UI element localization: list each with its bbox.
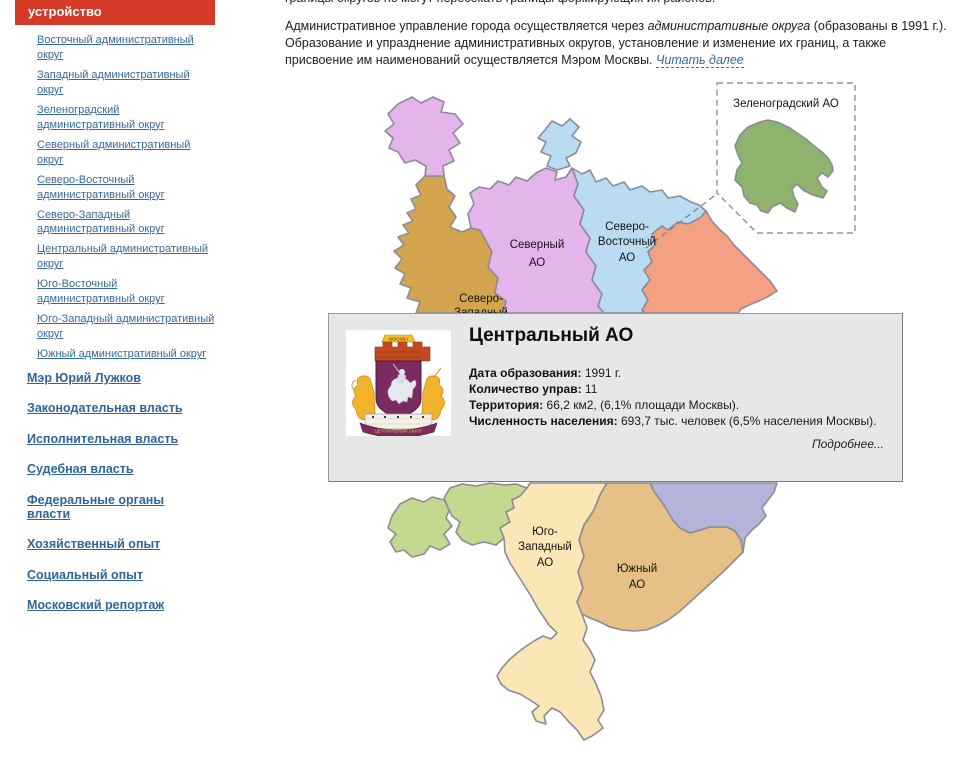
- sidebar-item-zelenogradsky[interactable]: Зеленоградский административный округ: [37, 103, 165, 131]
- sidebar: устройство Восточный административный ок…: [15, 0, 215, 628]
- region-yugo-vostochny-ao[interactable]: [649, 482, 778, 553]
- arms-unicorn: [421, 375, 445, 420]
- map-label-yugo-zapadny: Юго-: [532, 526, 558, 538]
- popup-field-territory: Территория: 66,2 км2, (6,1% площади Моск…: [469, 398, 740, 412]
- intro-text: границы округов не могут пересекать гран…: [285, 0, 949, 69]
- sidebar-item: Законодательная власть: [27, 401, 215, 415]
- sidebar-item-zapadny[interactable]: Западный административный округ: [37, 68, 190, 96]
- coat-of-arms: МОСКВА ЦЕНТРАЛЬНЫЙ ОКРУГ: [346, 330, 451, 438]
- moscow-okrug-map: Зеленоградский АО Северный АО Северо- Во…: [330, 80, 954, 752]
- region-severo-zapadny-ao[interactable]: [393, 175, 507, 314]
- sidebar-item: Хозяйственный опыт: [27, 537, 215, 551]
- section-links: Мэр Юрий Лужков Законодательная власть И…: [15, 371, 215, 612]
- map-label-yugo-zapadny-3: АО: [537, 557, 553, 569]
- sidebar-item: Исполнительная власть: [27, 432, 215, 446]
- popup-field-population: Численность населения: 693,7 тыс. челове…: [469, 414, 877, 428]
- district-links: Восточный административный округ Западны…: [15, 33, 215, 362]
- sidebar-item: Восточный административный округ: [37, 33, 215, 63]
- arms-top-text: МОСКВА: [389, 337, 409, 342]
- sidebar-item-centralny[interactable]: Центральный административный округ: [37, 243, 209, 271]
- read-more-link[interactable]: Читать далее: [656, 53, 744, 68]
- sidebar-item-vostochny[interactable]: Восточный административный округ: [37, 34, 194, 61]
- map-label-zelenogradsky: Зеленоградский АО: [733, 98, 839, 110]
- sidebar-item: Федеральные органы власти: [27, 493, 215, 522]
- map-label-yuzhny: Южный: [617, 563, 657, 575]
- map-label-yugo-zapadny-2: Западный: [518, 541, 572, 553]
- intro-paragraph: Административное управление города осуще…: [285, 19, 947, 68]
- sidebar-item-severny[interactable]: Северный административный округ: [37, 138, 191, 166]
- sidebar-item: Северо-Западный административный округ: [37, 208, 215, 238]
- sidebar-item-severo-zapadny[interactable]: Северо-Западный административный округ: [37, 208, 165, 236]
- sidebar-item-federal[interactable]: Федеральные органы власти: [27, 492, 165, 521]
- sidebar-item-yugo-zapadny[interactable]: Юго-Западный административный округ: [37, 313, 215, 341]
- map-label-severo-vostochny-3: АО: [619, 252, 635, 264]
- okrug-info-popup: МОСКВА ЦЕНТРАЛЬНЫЙ ОКРУГ: [328, 313, 903, 482]
- region-severo-vostochny-exclave[interactable]: [537, 118, 582, 171]
- sidebar-item-economic[interactable]: Хозяйственный опыт: [27, 537, 161, 552]
- sidebar-item: Южный административный округ: [37, 347, 215, 362]
- region-zapadny-ao[interactable]: [387, 496, 453, 558]
- popup-field-date: Дата образования: 1991 г.: [469, 366, 622, 380]
- map-label-severo-vostochny: Северо-: [605, 221, 649, 233]
- sidebar-item: Центральный административный округ: [37, 242, 215, 272]
- popup-title: Центральный АО: [469, 325, 634, 346]
- sidebar-item-yugo-vostochny[interactable]: Юго-Восточный административный округ: [37, 278, 165, 306]
- sidebar-item: Юго-Западный административный округ: [37, 312, 215, 342]
- sidebar-header: устройство: [15, 0, 215, 25]
- sidebar-item-reportage[interactable]: Московский репортаж: [27, 598, 165, 613]
- zelenograd-inset-box: [716, 82, 856, 234]
- popup-fields: Дата образования: 1991 г. Количество упр…: [469, 365, 897, 429]
- sidebar-item: Юго-Восточный административный округ: [37, 277, 215, 307]
- arms-brick-crown: [374, 341, 431, 362]
- sidebar-item: Зеленоградский административный округ: [37, 103, 215, 133]
- sidebar-item-judicial[interactable]: Судебная власть: [27, 462, 134, 477]
- arms-ribbon: [359, 422, 438, 438]
- emphasized-term: административные округа: [647, 19, 811, 33]
- sidebar-item-mayor[interactable]: Мэр Юрий Лужков: [27, 371, 141, 386]
- arms-rider-body: [397, 373, 406, 384]
- sidebar-item: Судебная власть: [27, 462, 215, 476]
- region-zelenogradsky-ao[interactable]: [734, 119, 834, 214]
- arms-ribbon-text: ЦЕНТРАЛЬНЫЙ ОКРУГ: [375, 429, 423, 434]
- region-vostochny-ao[interactable]: [641, 210, 778, 314]
- sidebar-item: Северный административный округ: [37, 138, 215, 168]
- sidebar-item: Западный административный округ: [37, 68, 215, 98]
- arms-rider-head: [399, 369, 405, 375]
- sidebar-item: Московский репортаж: [27, 598, 215, 612]
- zelenograd-inset-leader: [645, 195, 715, 249]
- sidebar-item: Северо-Восточный административный округ: [37, 173, 215, 203]
- sidebar-item-severo-vostochny[interactable]: Северо-Восточный административный округ: [37, 173, 165, 201]
- map-label-severny-2: АО: [529, 257, 545, 269]
- arms-unicorn-horn: [433, 367, 442, 378]
- popup-field-uprav: Количество управ: 11: [469, 382, 598, 396]
- sidebar-item: Мэр Юрий Лужков: [27, 371, 215, 385]
- map-label-yuzhny-2: АО: [629, 579, 645, 591]
- sidebar-item: Социальный опыт: [27, 568, 215, 582]
- sidebar-item-yuzhny[interactable]: Южный административный округ: [37, 348, 207, 361]
- sidebar-item-executive[interactable]: Исполнительная власть: [27, 431, 179, 446]
- region-severny-exclave[interactable]: [384, 96, 464, 177]
- clipped-text-line: границы округов не могут пересекать гран…: [285, 0, 949, 5]
- sidebar-item-legislative[interactable]: Законодательная власть: [27, 401, 183, 416]
- sidebar-item-social[interactable]: Социальный опыт: [27, 567, 143, 582]
- map-label-severo-vostochny-2: Восточный: [598, 236, 656, 248]
- map-label-severo-zapadny: Северо-: [459, 293, 503, 305]
- popup-more-link[interactable]: Подробнее...: [811, 437, 884, 451]
- map-label-severny: Северный: [510, 239, 565, 251]
- arms-lion: [352, 375, 376, 420]
